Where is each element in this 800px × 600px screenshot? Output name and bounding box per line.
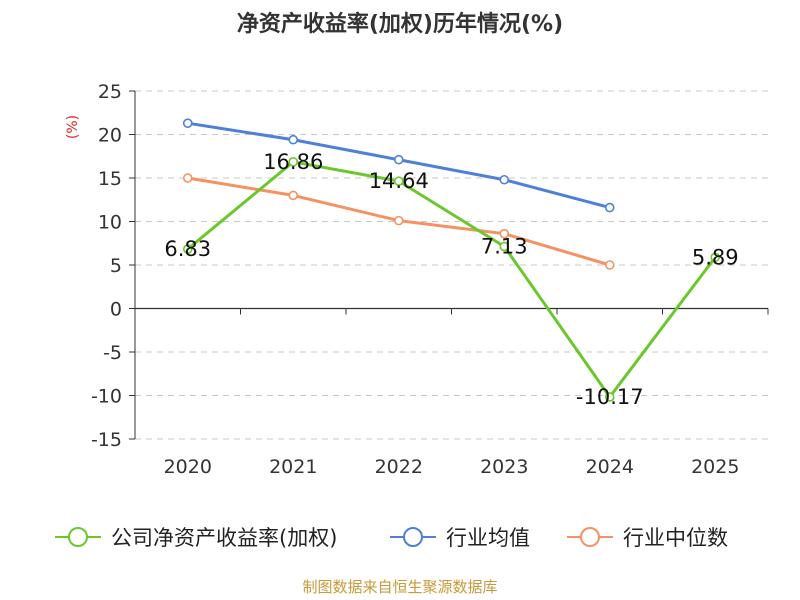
data-point-industry_avg [182,118,193,128]
data-point-industry_avg [499,174,510,185]
x-tick-label: 2024 [586,456,634,478]
data-point-company [499,241,510,252]
x-tick-label: 2025 [691,456,739,478]
data-point-company [182,244,193,254]
data-point-industry_median [182,173,193,183]
gridlines [135,90,768,440]
y-tick-label: -5 [103,342,122,364]
y-axis-unit-label: (%) [65,115,81,139]
data-point-company [288,157,299,167]
y-tick-label: -10 [91,386,122,408]
chart-title: 净资产收益率(加权)历年情况(%) [237,11,563,37]
data-point-industry_median [288,190,299,201]
x-tick-label: 2020 [164,456,212,478]
data-point-industry_avg [288,134,299,145]
legend-marker-company [68,527,88,547]
x-tick-label: 2022 [375,456,423,478]
legend-label-industry_median: 行业中位数 [623,526,728,550]
data-label: 7.13 [481,234,528,258]
x-tick-label: 2023 [480,456,528,478]
data-label: 6.83 [164,237,211,261]
y-tick-label: 25 [98,81,122,103]
data-point-industry_avg [604,202,615,213]
y-tick-label: 15 [98,168,122,190]
y-tick-label: -15 [91,429,122,451]
legend-marker-industry_median [580,527,600,547]
y-tick-label: 20 [98,125,122,147]
x-tick-label: 2021 [269,456,317,478]
data-point-company [710,252,721,263]
data-labels: 6.83 16.86 14.64 7.13 -10.17 5.89 [164,150,738,409]
data-label: 5.89 [692,245,739,269]
data-label: 16.86 [263,150,323,174]
legend: 公司净资产收益率(加权) 行业均值 行业中位数 [55,526,728,550]
legend-marker-industry_avg [403,527,423,547]
y-tick-label: 10 [98,212,122,234]
series-line-company [186,160,717,399]
source-note: 制图数据来自恒生聚源数据库 [302,578,497,596]
data-point-industry_median [393,215,404,226]
data-point-company [393,176,404,186]
y-tick-labels: 25 20 15 10 5 0 -5 -10 -15 [91,81,122,451]
series-group [182,118,721,402]
data-point-industry_avg [393,154,404,165]
data-point-company [604,392,615,402]
axes [129,90,769,440]
legend-label-company: 公司净资产收益率(加权) [111,526,337,550]
x-tick-labels: 2020 2021 2022 2023 2024 2025 [164,456,740,478]
y-tick-label: 5 [110,255,122,277]
data-label: -10.17 [576,385,644,409]
legend-label-industry_avg: 行业均值 [446,526,530,550]
y-tick-label: 0 [110,299,122,321]
data-point-industry_median [499,228,510,239]
data-point-industry_median [604,260,615,270]
data-label: 14.64 [369,169,429,193]
